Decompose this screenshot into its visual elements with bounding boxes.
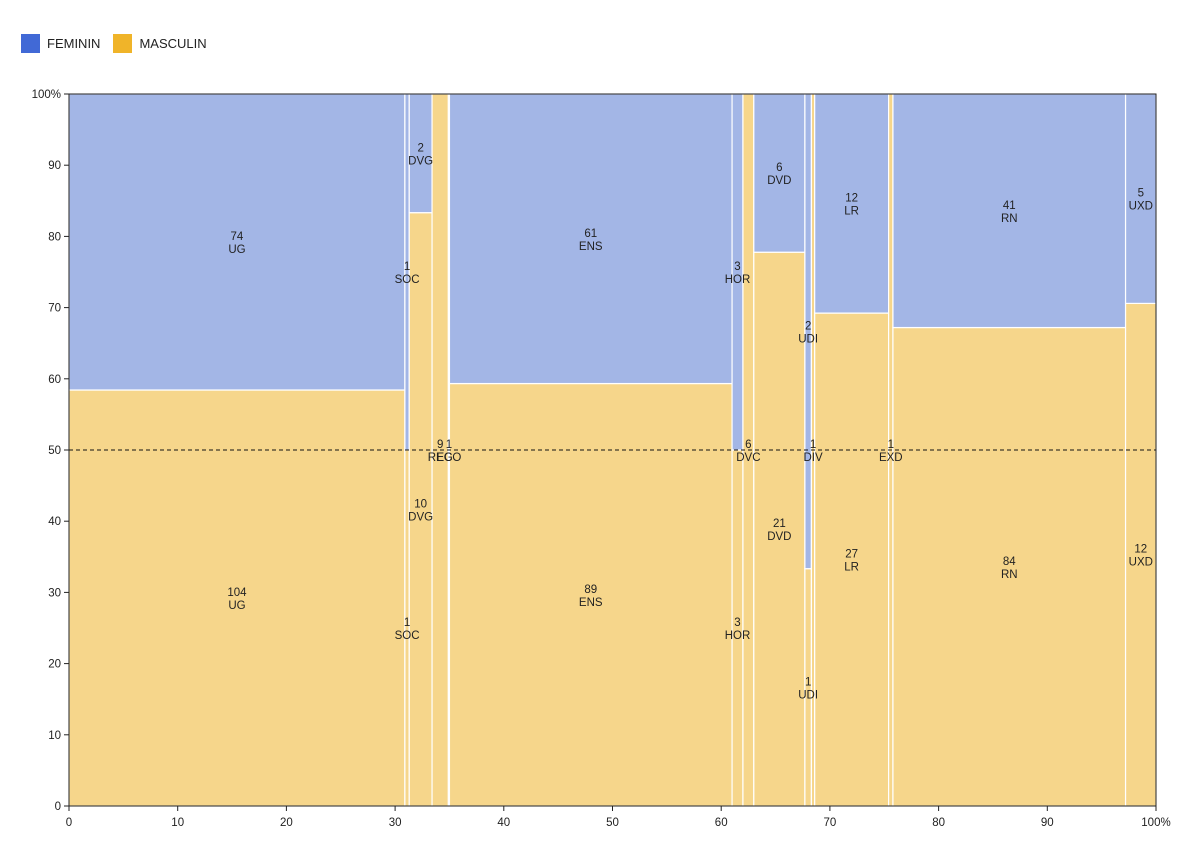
label-masculin-ug-code: UG — [228, 600, 245, 612]
label-feminin-lr-count: 12 — [845, 193, 858, 205]
legend-item-feminin[interactable]: FEMININ — [21, 33, 101, 53]
label-masculin-lr-code: LR — [844, 562, 859, 574]
label-feminin-uxd-count: 5 — [1138, 188, 1144, 200]
label-masculin-dvc-code: DVC — [736, 452, 760, 464]
label-masculin-soc-count: 1 — [404, 617, 410, 629]
cell-feminin-ug[interactable] — [68, 93, 406, 391]
label-masculin-dvg-code: DVG — [408, 511, 433, 523]
y-tick-label: 20 — [48, 659, 61, 671]
x-tick-label: 70 — [824, 817, 837, 829]
cell-masculin-uxd[interactable] — [1124, 302, 1157, 807]
label-feminin-udi-count: 2 — [805, 320, 811, 332]
label-feminin-ug-code: UG — [228, 244, 245, 256]
x-tick-label: 0 — [66, 817, 72, 829]
label-feminin-rn-code: RN — [1001, 213, 1018, 225]
label-feminin-dvg-code: DVG — [408, 155, 433, 167]
x-tick-label: 20 — [280, 817, 293, 829]
legend-item-masculin[interactable]: MASCULIN — [113, 33, 207, 53]
label-feminin-dvg-count: 2 — [417, 142, 423, 154]
label-masculin-ug-count: 104 — [227, 587, 247, 599]
mosaic-cells — [68, 93, 1157, 807]
y-tick-label: 30 — [48, 587, 61, 599]
label-masculin-udi-count: 1 — [805, 676, 811, 688]
x-tick-label: 60 — [715, 817, 728, 829]
y-tick-label: 60 — [48, 374, 61, 386]
label-masculin-hor-count: 3 — [734, 617, 740, 629]
legend-label-feminin: FEMININ — [47, 35, 101, 51]
y-tick-label: 70 — [48, 303, 61, 315]
label-feminin-hor-count: 3 — [734, 261, 740, 273]
label-masculin-dvd-count: 21 — [773, 518, 786, 530]
cell-masculin-ens[interactable] — [448, 382, 733, 807]
cell-masculin-rn[interactable] — [892, 326, 1127, 807]
cell-masculin-ug[interactable] — [68, 389, 406, 807]
x-tick-label: 40 — [497, 817, 510, 829]
label-masculin-soc-code: SOC — [395, 630, 420, 642]
y-tick-label: 80 — [48, 231, 61, 243]
label-feminin-lr-code: LR — [844, 206, 859, 218]
label-feminin-dvd-code: DVD — [767, 175, 791, 187]
x-tick-label: 100% — [1141, 817, 1170, 829]
x-tick-label: 10 — [171, 817, 184, 829]
cell-feminin-dvd[interactable] — [753, 93, 806, 253]
label-masculin-ens-count: 89 — [584, 584, 597, 596]
legend-swatch-masculin — [113, 33, 133, 53]
cell-feminin-ens[interactable] — [448, 93, 733, 385]
label-masculin-exd-count: 1 — [888, 439, 894, 451]
label-masculin-eco-count: 1 — [446, 439, 452, 451]
label-feminin-soc-code: SOC — [395, 274, 420, 286]
label-masculin-rn-count: 84 — [1003, 556, 1016, 568]
label-feminin-hor-code: HOR — [725, 274, 751, 286]
label-masculin-ens-code: ENS — [579, 597, 603, 609]
label-masculin-reg-count: 9 — [437, 439, 443, 451]
x-tick-label: 50 — [606, 817, 619, 829]
label-feminin-ug-count: 74 — [231, 231, 244, 243]
x-tick-label: 30 — [389, 817, 402, 829]
cell-feminin-rn[interactable] — [892, 93, 1127, 329]
legend-label-masculin: MASCULIN — [139, 35, 207, 51]
axes: 0 10 20 30 40 50 60 70 80 90 100% 0 10 20 30 40 50 60 70 80… — [32, 89, 1171, 829]
x-tick-label: 80 — [932, 817, 945, 829]
y-tick-label: 50 — [48, 445, 61, 457]
label-masculin-div-count: 1 — [810, 439, 816, 451]
y-tick-label: 100% — [32, 89, 61, 101]
y-tick-label: 40 — [48, 516, 61, 528]
label-feminin-rn-count: 41 — [1003, 200, 1016, 212]
label-masculin-uxd-code: UXD — [1129, 557, 1153, 569]
label-masculin-udi-code: UDI — [798, 689, 818, 701]
label-masculin-dvg-count: 10 — [414, 498, 427, 510]
label-masculin-dvc-count: 6 — [745, 439, 751, 451]
label-masculin-div-code: DIV — [803, 452, 823, 464]
label-masculin-rn-code: RN — [1001, 569, 1018, 581]
label-feminin-ens-count: 61 — [584, 228, 597, 240]
label-feminin-uxd-code: UXD — [1129, 201, 1153, 213]
label-masculin-hor-code: HOR — [725, 630, 751, 642]
cell-labels: 104UG74UG1SOC1SOC10DVG2DVG9REG1ECO89ENS6… — [227, 142, 1153, 701]
y-tick-label: 90 — [48, 160, 61, 172]
label-masculin-dvd-code: DVD — [767, 531, 791, 543]
label-masculin-reg-code: REG — [428, 452, 453, 464]
label-masculin-uxd-count: 12 — [1134, 544, 1147, 556]
label-feminin-udi-code: UDI — [798, 333, 818, 345]
label-masculin-exd-code: EXD — [879, 452, 903, 464]
label-masculin-lr-count: 27 — [845, 549, 858, 561]
label-feminin-soc-count: 1 — [404, 261, 410, 273]
y-tick-label: 0 — [55, 801, 61, 813]
legend-swatch-feminin — [21, 33, 40, 53]
label-feminin-dvd-count: 6 — [776, 162, 782, 174]
cell-feminin-lr[interactable] — [814, 93, 890, 314]
x-tick-label: 90 — [1041, 817, 1054, 829]
label-feminin-ens-code: ENS — [579, 241, 603, 253]
label-masculin-eco-code: ECO — [436, 452, 461, 464]
y-tick-label: 10 — [48, 730, 61, 742]
legend: FEMININ MASCULIN — [21, 33, 220, 53]
